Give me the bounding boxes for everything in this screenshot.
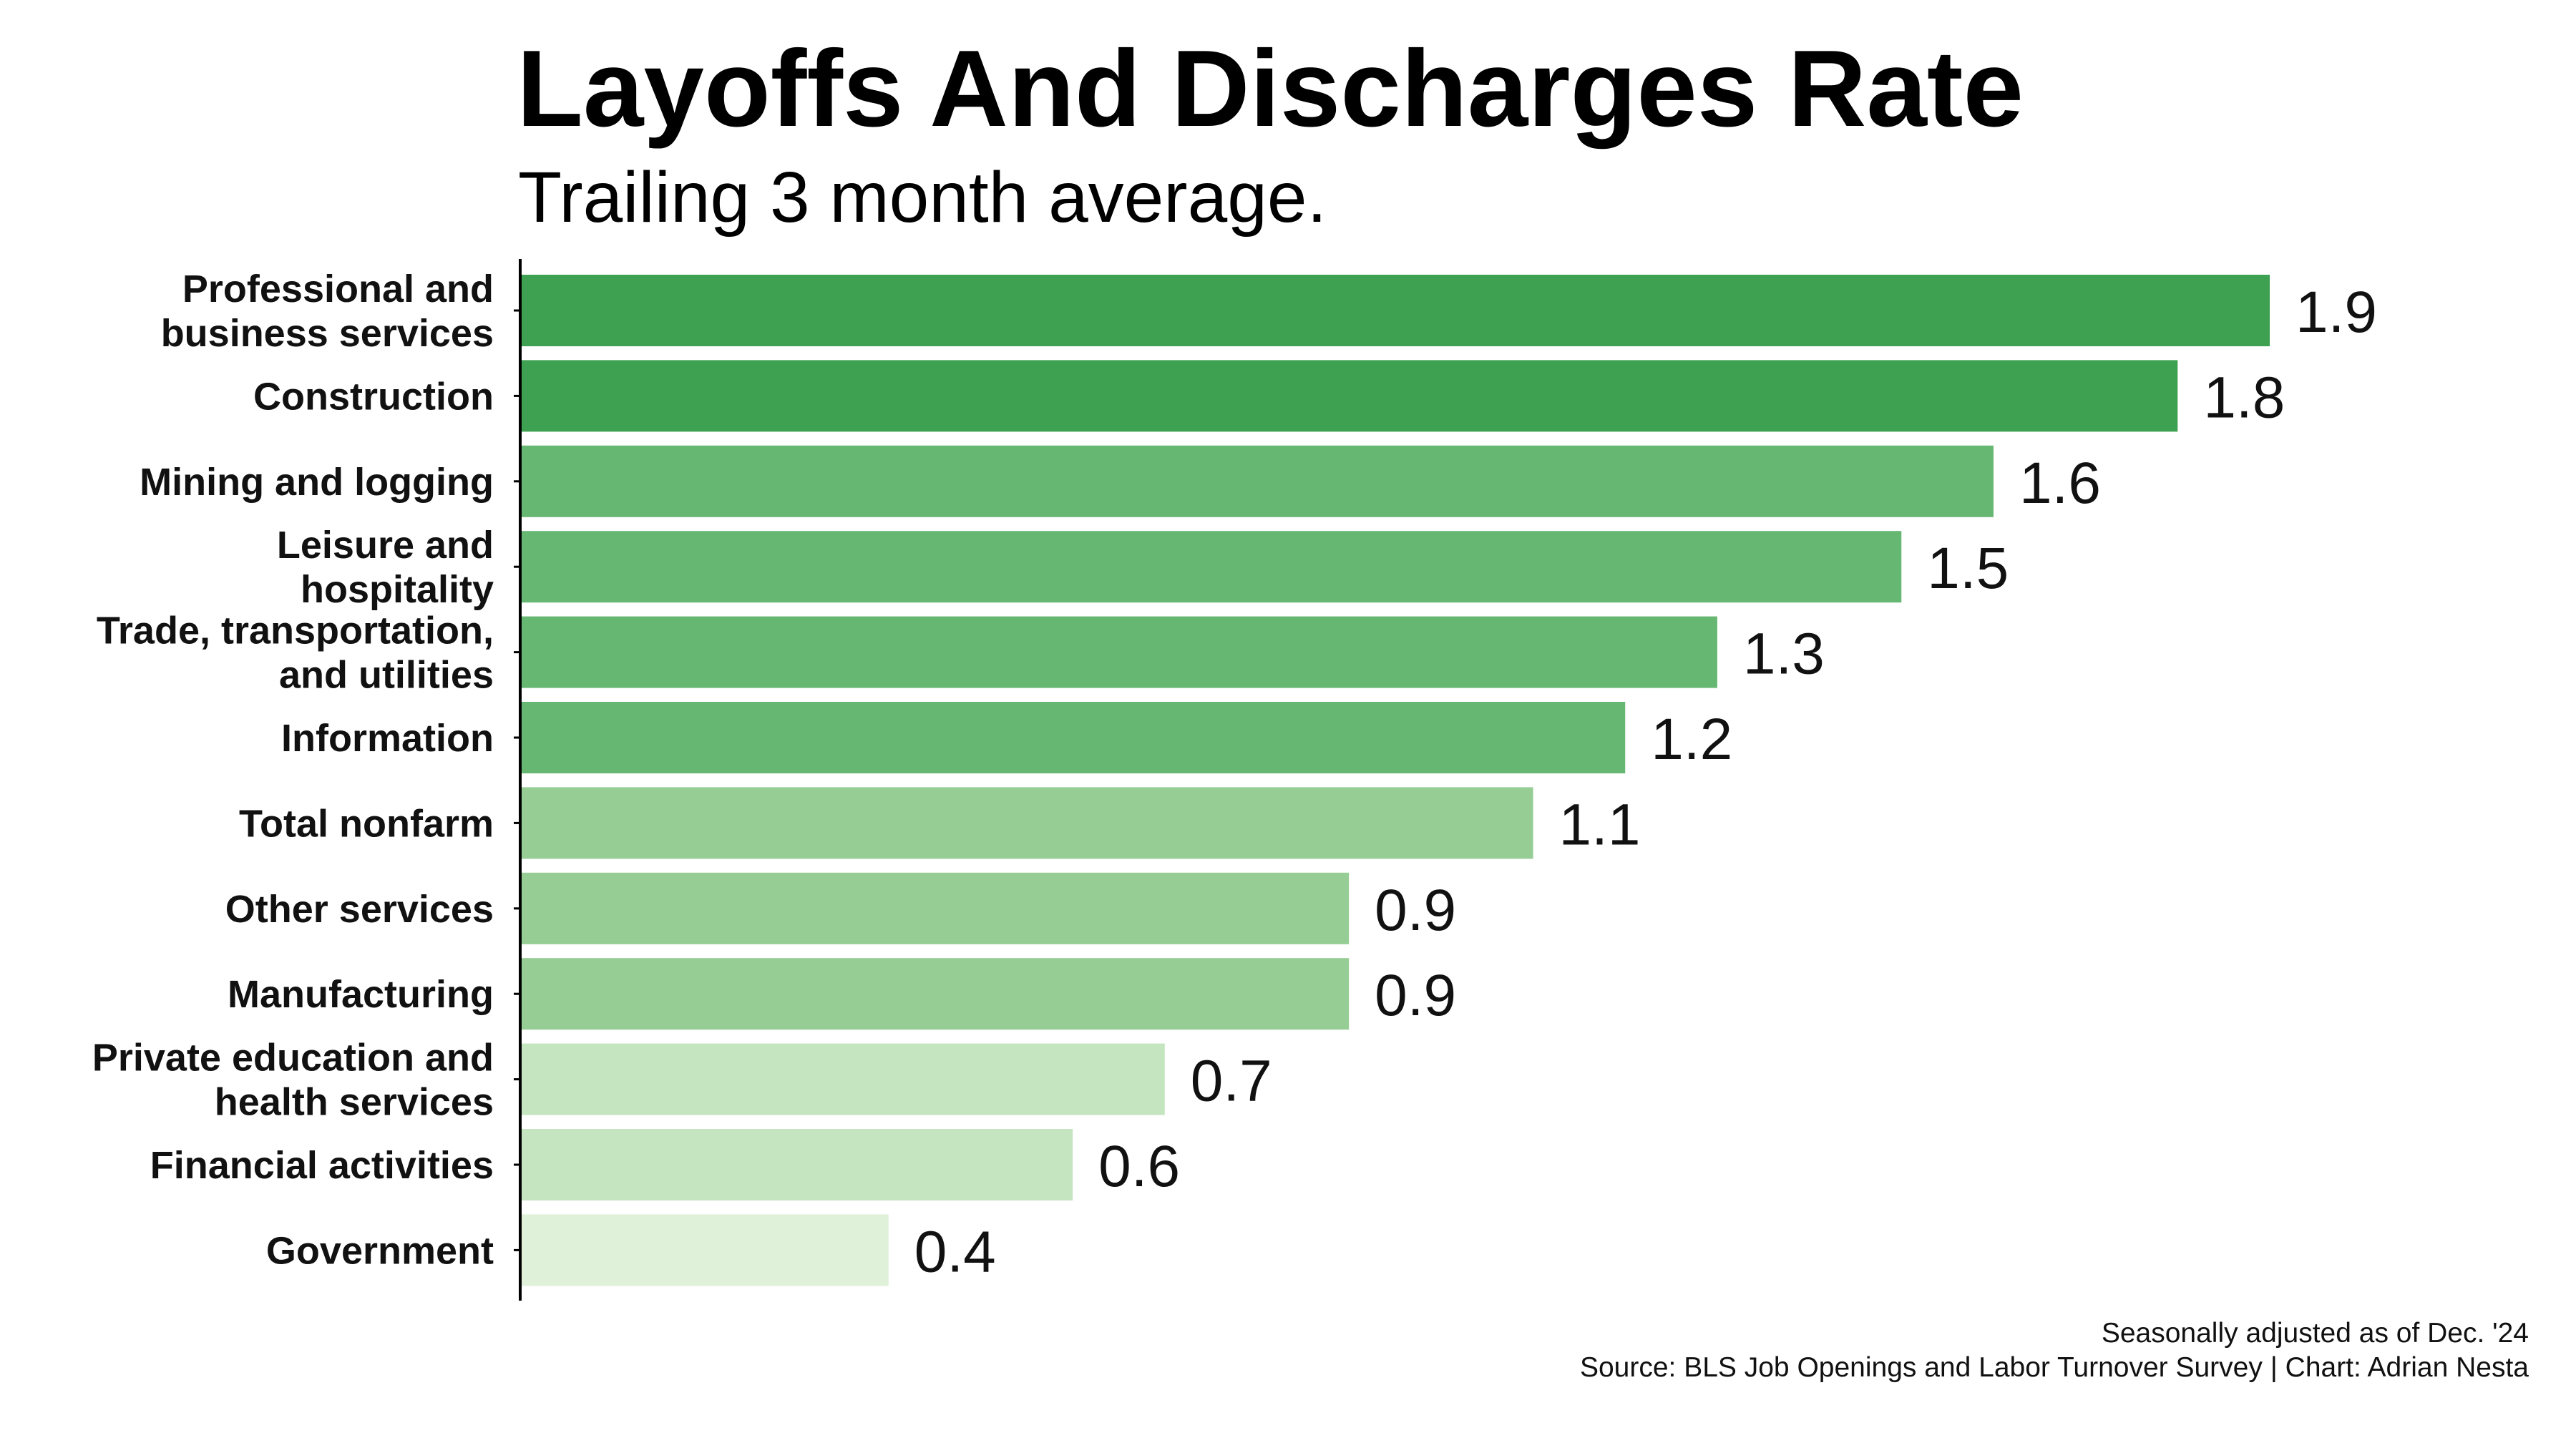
category-label-manufacturing: Manufacturing: [228, 973, 494, 1016]
category-label-line: Mining and logging: [140, 461, 494, 504]
category-label-line: business services: [161, 312, 494, 355]
bar-private-education-and-health-services: [520, 1043, 1165, 1115]
bar-government: [520, 1214, 889, 1286]
y-axis: [514, 259, 522, 1301]
category-label-financial-activities: Financial activities: [150, 1144, 494, 1187]
footnote-source: Source: BLS Job Openings and Labor Turno…: [1579, 1352, 2529, 1383]
bar-manufacturing: [520, 958, 1350, 1030]
value-label-total-nonfarm: 1.1: [1559, 792, 1641, 857]
value-label-trade-transportation-and-utilities: 1.3: [1743, 622, 1825, 687]
category-label-private-education-and-health-services: Private education and health services: [92, 1037, 494, 1124]
category-label-line: hospitality: [301, 568, 494, 611]
value-label-government: 0.4: [914, 1219, 996, 1284]
bars-layer: [520, 275, 2270, 1286]
value-labels: 1.91.8 1.61.5 1.31.21.1 0.9 0.9 0.70.6 0.4: [914, 280, 2377, 1284]
value-label-private-education-and-health-services: 0.7: [1191, 1049, 1272, 1114]
value-label-mining-and-logging: 1.6: [2019, 451, 2101, 516]
value-label-construction: 1.8: [2203, 365, 2285, 430]
category-label-line: Government: [266, 1229, 494, 1272]
category-label-government: Government: [266, 1229, 494, 1272]
category-label-line: Private education and: [92, 1037, 494, 1080]
bar-total-nonfarm: [520, 787, 1533, 859]
category-label-line: Total nonfarm: [239, 802, 494, 845]
category-label-line: Financial activities: [150, 1144, 494, 1187]
category-label-line: health services: [215, 1081, 494, 1124]
category-label-line: Manufacturing: [228, 973, 494, 1016]
category-label-line: Other services: [225, 888, 494, 931]
category-label-trade-transportation-and-utilities: Trade, transportation, and utilities: [97, 610, 494, 697]
category-label-mining-and-logging: Mining and logging: [140, 461, 494, 504]
value-label-other-services: 0.9: [1375, 878, 1456, 943]
value-label-information: 1.2: [1651, 707, 1732, 772]
bar-other-services: [520, 872, 1350, 944]
bar-leisure-and-hospitality: [520, 531, 1902, 603]
category-label-line: Professional and: [182, 268, 494, 310]
category-label-construction: Construction: [253, 375, 494, 418]
category-label-leisure-and-hospitality: Leisure and hospitality: [277, 524, 494, 611]
category-label-line: Construction: [253, 375, 494, 418]
category-label-other-services: Other services: [225, 888, 494, 931]
bar-information: [520, 702, 1626, 773]
value-label-manufacturing: 0.9: [1375, 963, 1456, 1028]
category-label-information: Information: [281, 717, 494, 760]
value-label-leisure-and-hospitality: 1.5: [1927, 536, 2009, 601]
bar-financial-activities: [520, 1129, 1073, 1200]
chart-title: Layoffs And Discharges Rate: [517, 28, 2024, 150]
bar-mining-and-logging: [520, 445, 1994, 517]
category-label-line: Trade, transportation,: [97, 610, 494, 652]
bar-trade-transportation-and-utilities: [520, 616, 1717, 688]
category-label-total-nonfarm: Total nonfarm: [239, 802, 494, 845]
footnote: Seasonally adjusted as of Dec. '24 Sourc…: [1580, 1316, 2529, 1385]
value-label-professional-and-business-services: 1.9: [2296, 280, 2377, 345]
category-label-professional-and-business-services: Professional and business services: [161, 268, 494, 355]
category-labels: Professional and business services Constru…: [92, 268, 494, 1272]
category-label-line: and utilities: [279, 654, 494, 697]
category-label-line: Information: [281, 717, 494, 760]
footnote-adjustment-note: Seasonally adjusted as of Dec. '24: [2101, 1318, 2529, 1349]
value-label-financial-activities: 0.6: [1098, 1134, 1180, 1199]
chart-subtitle: Trailing 3 month average.: [518, 157, 1327, 238]
bar-construction: [520, 360, 2178, 432]
bar-professional-and-business-services: [520, 275, 2270, 346]
category-label-line: Leisure and: [277, 524, 494, 567]
